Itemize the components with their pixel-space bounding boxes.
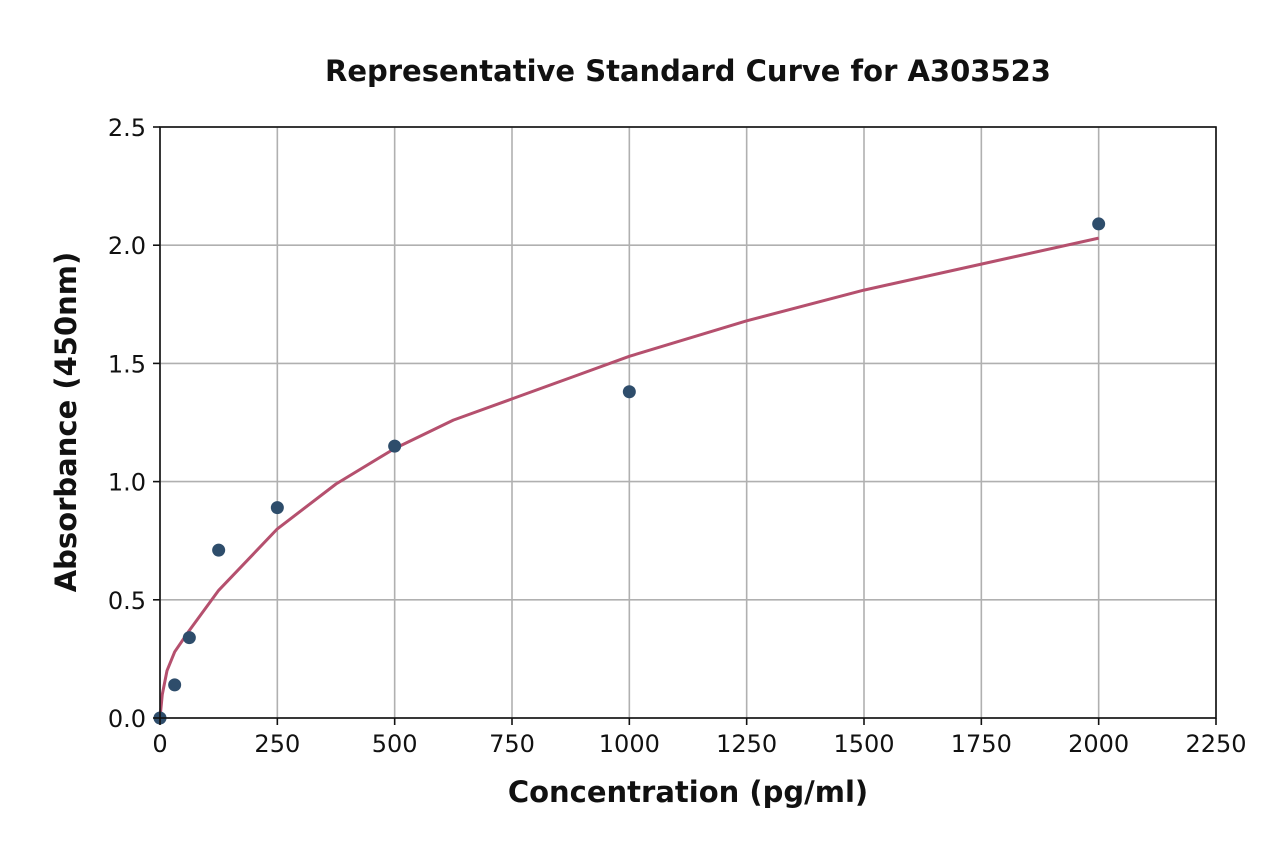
x-tick-label: 1500: [833, 730, 894, 758]
data-point: [388, 439, 402, 453]
data-point: [622, 385, 636, 399]
y-axis-label: Absorbance (450nm): [49, 252, 83, 593]
chart-title: Representative Standard Curve for A30352…: [325, 54, 1051, 88]
plot-frame: [159, 126, 1217, 719]
y-tick-label: 2.5: [108, 114, 146, 142]
y-tick-label: 2.0: [108, 232, 146, 260]
data-point: [270, 501, 284, 515]
data-points-layer: [153, 217, 1106, 725]
x-tick-label: 2250: [1185, 730, 1246, 758]
x-tick-label: 750: [489, 730, 535, 758]
axis-ticks: 0 250 500 750 1000 1250 1500 1750 2000 2250 0.0 0.5…: [108, 114, 1247, 758]
x-tick-label: 2000: [1068, 730, 1129, 758]
data-point: [212, 543, 226, 557]
x-tick-label: 0: [152, 730, 167, 758]
y-tick-label: 1.0: [108, 469, 146, 497]
data-point: [1092, 217, 1106, 231]
x-tick-label: 500: [372, 730, 418, 758]
grid: [159, 126, 1217, 719]
x-tick-label: 250: [254, 730, 300, 758]
data-point: [182, 631, 196, 645]
x-axis-label: Concentration (pg/ml): [508, 775, 868, 809]
y-tick-label: 0.0: [108, 705, 146, 733]
x-tick-label: 1000: [599, 730, 660, 758]
y-tick-label: 0.5: [108, 587, 146, 615]
y-tick-label: 1.5: [108, 350, 146, 378]
data-point: [168, 678, 182, 692]
x-tick-label: 1250: [716, 730, 777, 758]
x-tick-label: 1750: [951, 730, 1012, 758]
